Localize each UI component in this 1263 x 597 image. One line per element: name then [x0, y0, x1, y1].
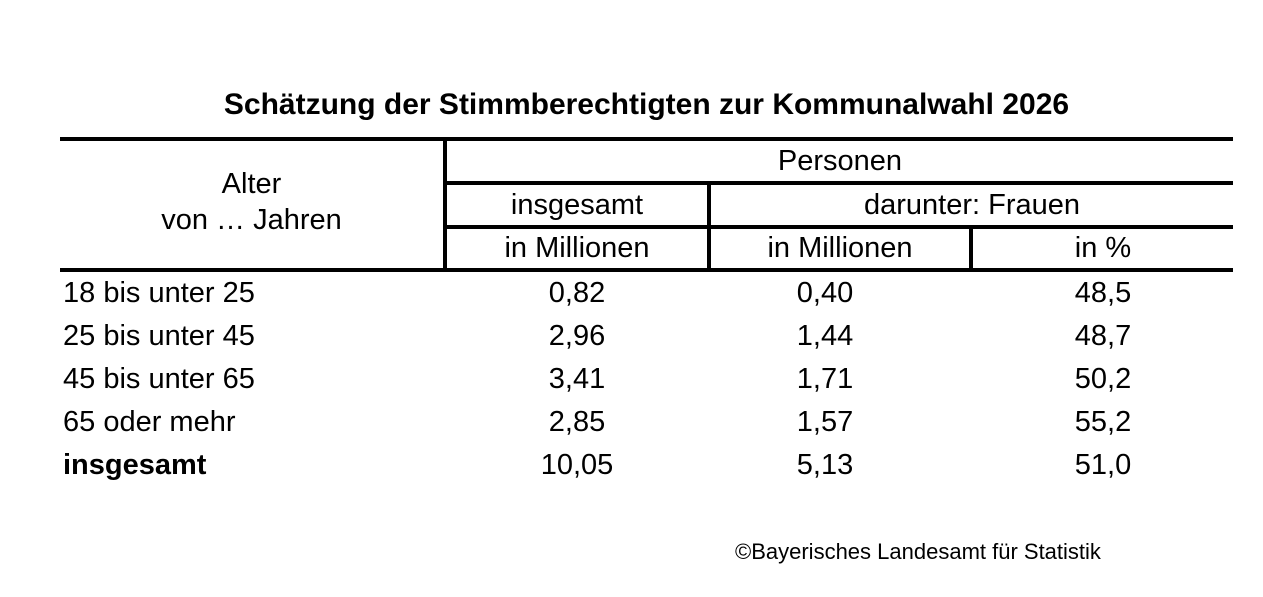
copyright-notice: ©Bayerisches Landesamt für Statistik	[735, 539, 1101, 564]
personen-underline-rule	[443, 181, 1233, 185]
women-millions-value: 1,44	[796, 320, 854, 352]
group-header-personen: Personen	[777, 145, 903, 177]
women-percent-value: 48,5	[1074, 277, 1132, 309]
total-millions-value: 3,41	[548, 363, 606, 395]
divider-alter-personen	[443, 137, 447, 272]
women-millions-value: 0,40	[796, 277, 854, 309]
women-millions-value: 1,57	[796, 406, 854, 438]
unit-header-women-percent: in %	[1074, 232, 1132, 264]
table-row: 45 bis unter 65 3,41 1,71 50,2	[60, 358, 1233, 401]
table-row: 65 oder mehr 2,85 1,57 55,2	[60, 401, 1233, 444]
table-top-rule	[60, 137, 1233, 141]
table-row: 25 bis unter 45 2,96 1,44 48,7	[60, 315, 1233, 358]
women-percent-value: 55,2	[1074, 406, 1132, 438]
table-row-total: insgesamt 10,05 5,13 51,0	[60, 444, 1233, 487]
total-millions-value: 0,82	[548, 277, 606, 309]
total-millions-value: 10,05	[540, 449, 614, 481]
total-millions-value: 2,85	[548, 406, 606, 438]
subheader-underline-rule	[443, 225, 1233, 229]
women-percent-value: 51,0	[1074, 449, 1132, 481]
subheader-insgesamt: insgesamt	[510, 189, 644, 221]
divider-insgesamt-frauen	[707, 181, 711, 272]
row-label: 65 oder mehr	[63, 406, 236, 438]
total-millions-value: 2,96	[548, 320, 606, 352]
row-label: 18 bis unter 25	[63, 277, 255, 309]
column-header-alter-line1: Alter	[221, 168, 282, 200]
unit-header-women-millionen: in Millionen	[767, 232, 913, 264]
row-label: insgesamt	[63, 449, 207, 481]
row-label: 45 bis unter 65	[63, 363, 255, 395]
women-millions-value: 5,13	[796, 449, 854, 481]
women-percent-value: 50,2	[1074, 363, 1132, 395]
header-body-separator-rule	[60, 268, 1233, 272]
women-percent-value: 48,7	[1074, 320, 1132, 352]
divider-millionen-percent	[969, 225, 973, 272]
row-label: 25 bis unter 45	[63, 320, 255, 352]
women-millions-value: 1,71	[796, 363, 854, 395]
unit-header-total-millionen: in Millionen	[504, 232, 650, 264]
subheader-darunter-frauen: darunter: Frauen	[863, 189, 1080, 221]
column-header-alter-line2: von … Jahren	[161, 204, 342, 236]
table-row: 18 bis unter 25 0,82 0,40 48,5	[60, 272, 1233, 315]
table-title: Schätzung der Stimmberechtigten zur Komm…	[223, 88, 1070, 121]
column-header-alter: Alter von … Jahren	[60, 166, 443, 238]
